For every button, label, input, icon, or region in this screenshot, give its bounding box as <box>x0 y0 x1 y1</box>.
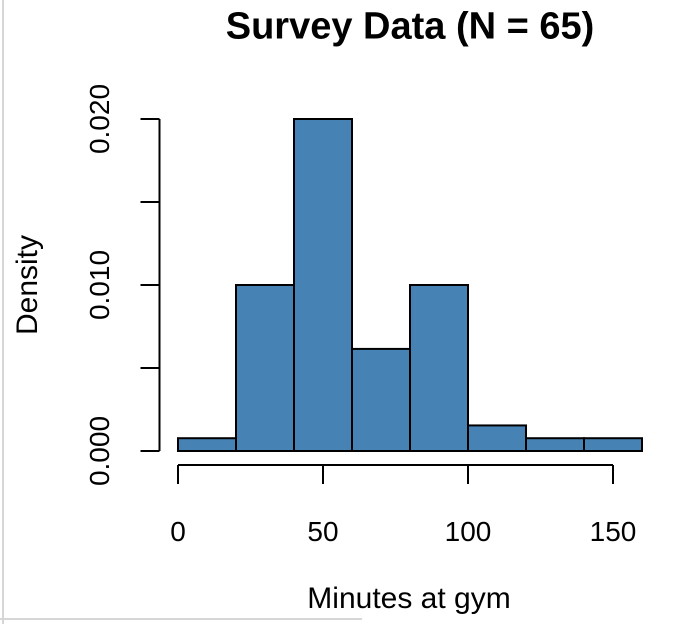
x-tick-label: 100 <box>445 516 492 547</box>
y-tick-label: 0.000 <box>84 416 115 486</box>
histogram-bar <box>525 437 585 452</box>
histogram-bar <box>583 437 643 452</box>
pane-bottom-border <box>0 618 362 620</box>
histogram-bar <box>351 347 411 452</box>
x-tick-label: 50 <box>307 516 338 547</box>
histogram-bar <box>177 437 237 452</box>
histogram-bar <box>235 284 295 452</box>
y-tick-label: 0.010 <box>84 250 115 320</box>
y-tick-label: 0.020 <box>84 84 115 154</box>
pane-left-border <box>2 0 4 624</box>
x-tick-label: 150 <box>590 516 637 547</box>
chart-title: Survey Data (N = 65) <box>225 5 595 48</box>
x-axis-title: Minutes at gym <box>307 582 511 615</box>
histogram-bar <box>467 424 527 453</box>
histogram-bar <box>293 118 353 452</box>
histogram-bar <box>409 284 469 452</box>
x-tick-label: 0 <box>170 516 186 547</box>
